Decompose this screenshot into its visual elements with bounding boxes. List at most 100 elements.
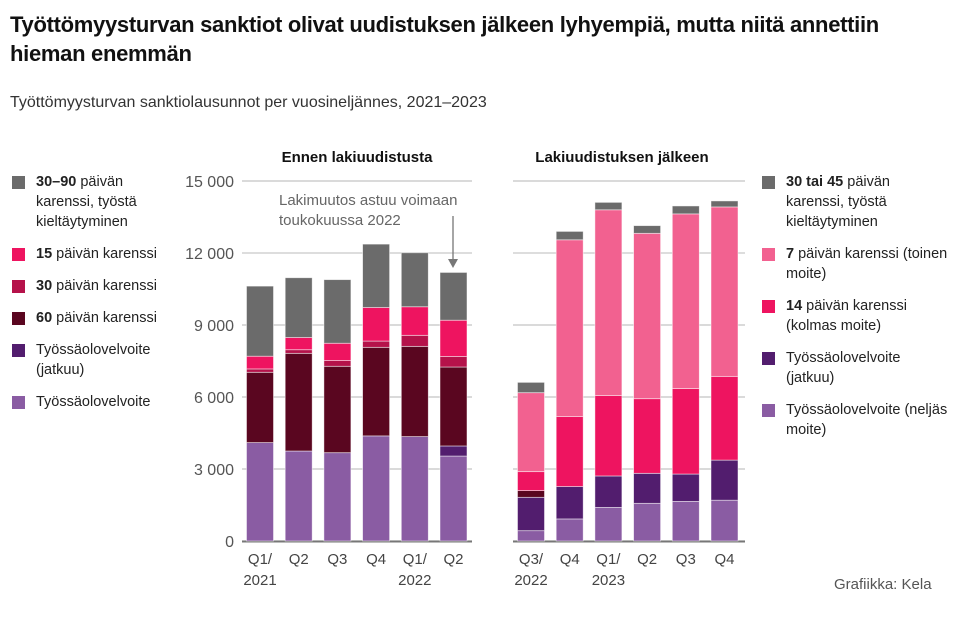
bar-segment: [246, 368, 274, 373]
bar-segment: [671, 388, 700, 475]
bar-segment: [439, 356, 468, 368]
chart-subtitle: Työttömyysturvan sanktiolausunnot per vu…: [10, 94, 487, 111]
legend-label: Työssäolovelvoite (jatkuu): [36, 342, 151, 378]
legend-label-bold: 60: [36, 310, 57, 326]
bar-segment: [400, 306, 429, 336]
legend-label: Työssäolovelvoite: [36, 394, 151, 410]
bar-segment: [400, 252, 429, 308]
legend-swatch: [762, 404, 775, 417]
bar-segment: [517, 496, 545, 532]
bar-segment: [246, 285, 274, 357]
legend-label: päivän karenssi, työstä kieltäytyminen: [786, 174, 890, 230]
bar-segment: [439, 455, 468, 542]
bar-segment: [284, 349, 313, 354]
legend-label: päivän karenssi: [56, 278, 157, 294]
bar-segment: [284, 352, 313, 452]
x-tick-label: Q1/: [403, 551, 428, 568]
panel-title: Lakiuudistuksen jälkeen: [535, 149, 708, 166]
legend-swatch: [762, 176, 775, 189]
legend-label: päivän karenssi, työstä kieltäytyminen: [36, 174, 137, 230]
y-tick-label: 15 000: [185, 174, 234, 191]
chart-title: Työttömyysturvan sanktiot olivat uudistu…: [10, 12, 879, 66]
bar-segment: [362, 346, 391, 437]
bar-segment: [594, 475, 623, 508]
annotation-text: Lakimuutos astuu voimaan: [279, 192, 457, 209]
legend-swatch: [12, 396, 25, 409]
legend-right: 30 tai 45 päivän karenssi, työstä kieltä…: [762, 172, 952, 452]
legend-swatch: [762, 352, 775, 365]
bar-segment: [439, 366, 468, 447]
annotation-text: toukokuussa 2022: [279, 212, 401, 229]
bar-segment: [439, 272, 468, 321]
x-tick-label: Q3: [327, 551, 347, 568]
bar-segment: [362, 243, 391, 308]
bar-segment: [555, 518, 584, 542]
bar-segment: [362, 307, 391, 342]
bar-segment: [246, 355, 274, 370]
legend-label: päivän karenssi: [56, 246, 157, 262]
x-tick-label: Q2: [443, 551, 463, 568]
bar-segment: [710, 200, 739, 208]
legend-swatch: [12, 280, 25, 293]
bar-segment: [284, 337, 313, 351]
legend-label-bold: 14: [786, 298, 807, 314]
bar-segment: [323, 452, 352, 542]
x-tick-label: Q2: [289, 551, 309, 568]
bar-segment: [633, 225, 661, 234]
legend-item: Työssäolovelvoite (neljäs moite): [762, 400, 952, 440]
bar-segment: [594, 209, 623, 396]
x-tick-label: 2023: [592, 572, 625, 589]
x-tick-label: Q4: [366, 551, 386, 568]
bar-segment: [633, 232, 661, 400]
legend-swatch: [12, 176, 25, 189]
bar-segment: [517, 530, 545, 542]
legend-label-bold: 30 tai 45: [786, 174, 848, 190]
bar-segment: [362, 340, 391, 348]
panel-title: Ennen lakiuudistusta: [282, 149, 434, 166]
x-tick-label: Q1/: [248, 551, 273, 568]
legend-item: 14 päivän karenssi (kolmas moite): [762, 296, 952, 336]
bar-segment: [710, 499, 739, 542]
bar-segment: [555, 486, 584, 520]
legend-item: Työssäolovelvoite (jatkuu): [12, 340, 172, 380]
x-tick-label: Q3: [676, 551, 696, 568]
bar-segment: [555, 239, 584, 417]
bar-segment: [594, 201, 623, 211]
bar-segment: [555, 416, 584, 487]
bar-segment: [594, 395, 623, 477]
bar-segment: [439, 319, 468, 357]
legend-label-bold: 30–90: [36, 174, 81, 190]
x-tick-label: 2022: [514, 572, 547, 589]
bar-segment: [594, 506, 623, 542]
y-tick-label: 12 000: [185, 246, 234, 263]
bar-segment: [284, 450, 313, 542]
legend-label-bold: 15: [36, 246, 57, 262]
y-tick-label: 6 000: [194, 390, 234, 407]
bar-segment: [710, 375, 739, 461]
bar-segment: [710, 206, 739, 377]
bar-segment: [517, 392, 545, 473]
x-tick-label: Q1/: [596, 551, 621, 568]
annotation-arrowhead: [448, 259, 458, 268]
bar-segment: [517, 381, 545, 394]
y-tick-label: 0: [225, 534, 234, 551]
x-tick-label: 2022: [398, 572, 431, 589]
legend-item: Työssäolovelvoite (jatkuu): [762, 348, 952, 388]
bar-segment: [400, 334, 429, 347]
legend-label-bold: 7: [786, 246, 799, 262]
y-tick-label: 3 000: [194, 462, 234, 479]
x-tick-label: Q4: [560, 551, 580, 568]
legend-swatch: [762, 300, 775, 313]
bar-segment: [517, 471, 545, 492]
bar-segment: [323, 279, 352, 344]
legend-item: Työssäolovelvoite: [12, 392, 172, 412]
bar-segment: [323, 365, 352, 454]
bar-segment: [710, 459, 739, 501]
bar-segment: [671, 213, 700, 390]
legend-item: 30 päivän karenssi: [12, 276, 172, 296]
x-tick-label: Q4: [714, 551, 734, 568]
bar-segment: [671, 500, 700, 542]
credit: Grafiikka: Kela: [834, 576, 932, 593]
bar-segment: [284, 277, 313, 338]
legend-item: 60 päivän karenssi: [12, 308, 172, 328]
